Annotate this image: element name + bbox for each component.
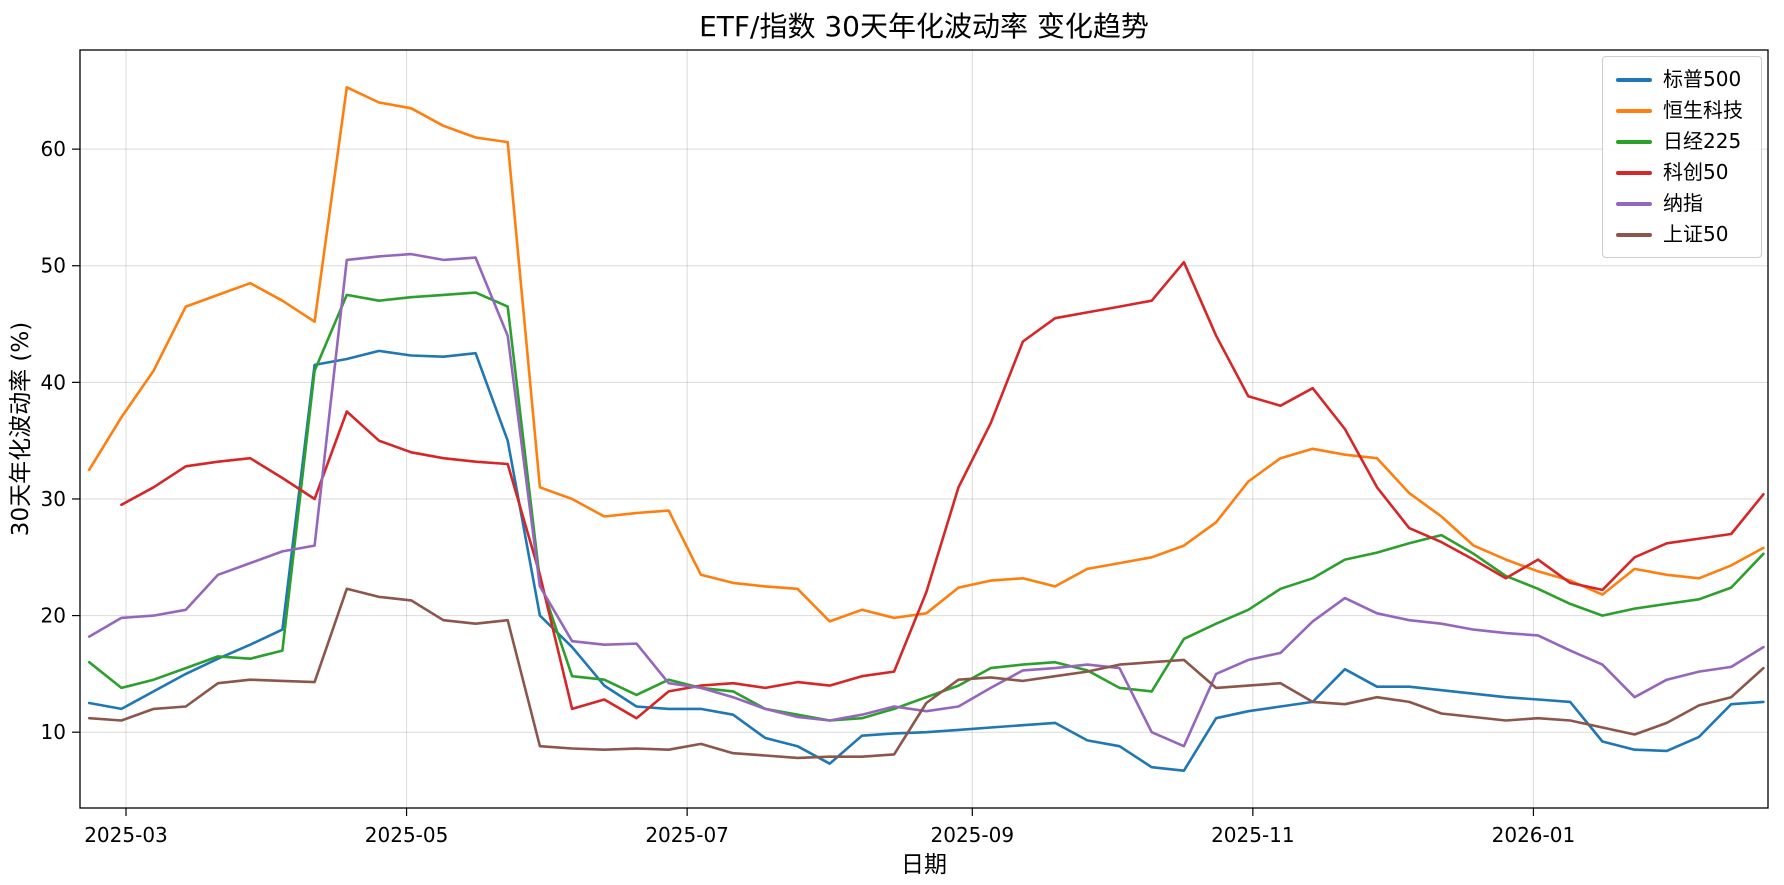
- legend-entry: 上证50: [1616, 223, 1743, 246]
- legend-line-swatch: [1616, 139, 1652, 144]
- x-tick-label: 2025-09: [931, 823, 1015, 847]
- y-tick-label: 50: [41, 254, 66, 278]
- legend-label: 纳指: [1663, 191, 1703, 215]
- legend-line-swatch: [1616, 77, 1652, 82]
- y-tick-label: 10: [41, 720, 66, 744]
- legend-entry: 恒生科技: [1616, 99, 1743, 122]
- legend-entry: 纳指: [1616, 192, 1743, 215]
- y-tick-label: 40: [41, 370, 66, 394]
- series-line: [120, 260, 1765, 720]
- legend-entry: 科创50: [1616, 161, 1743, 184]
- x-tick-label: 2025-11: [1211, 823, 1295, 847]
- series-line: [87, 291, 1765, 722]
- legend-line-swatch: [1616, 232, 1652, 237]
- x-tick-label: 2025-07: [645, 823, 729, 847]
- legend-line-swatch: [1616, 201, 1652, 206]
- legend: 标普500 恒生科技 日经225 科创50 纳指 上证50: [1602, 56, 1762, 258]
- legend-line-swatch: [1616, 108, 1652, 113]
- x-tick-label: 2025-05: [365, 823, 449, 847]
- legend-label: 恒生科技: [1663, 98, 1743, 122]
- x-tick-label: 2026-01: [1492, 823, 1576, 847]
- series-line: [87, 349, 1765, 772]
- series-line: [87, 86, 1765, 623]
- legend-line-swatch: [1616, 170, 1652, 175]
- legend-entry: 日经225: [1616, 130, 1743, 153]
- legend-label: 标普500: [1663, 67, 1742, 91]
- series-line: [87, 252, 1765, 748]
- legend-entry: 标普500: [1616, 68, 1743, 91]
- y-tick-label: 20: [41, 604, 66, 628]
- legend-label: 日经225: [1663, 129, 1742, 153]
- y-axis-label: 30天年化波动率 (%): [8, 322, 34, 536]
- legend-label: 上证50: [1663, 222, 1729, 246]
- y-tick-label: 60: [41, 137, 66, 161]
- x-axis-label: 日期: [901, 852, 947, 878]
- y-tick-label: 30: [41, 487, 66, 511]
- chart-title: ETF/指数 30天年化波动率 变化趋势: [699, 10, 1149, 43]
- legend-label: 科创50: [1663, 160, 1729, 184]
- plot-border: [79, 49, 1769, 809]
- x-tick-label: 2025-03: [84, 823, 168, 847]
- series-line: [87, 587, 1765, 760]
